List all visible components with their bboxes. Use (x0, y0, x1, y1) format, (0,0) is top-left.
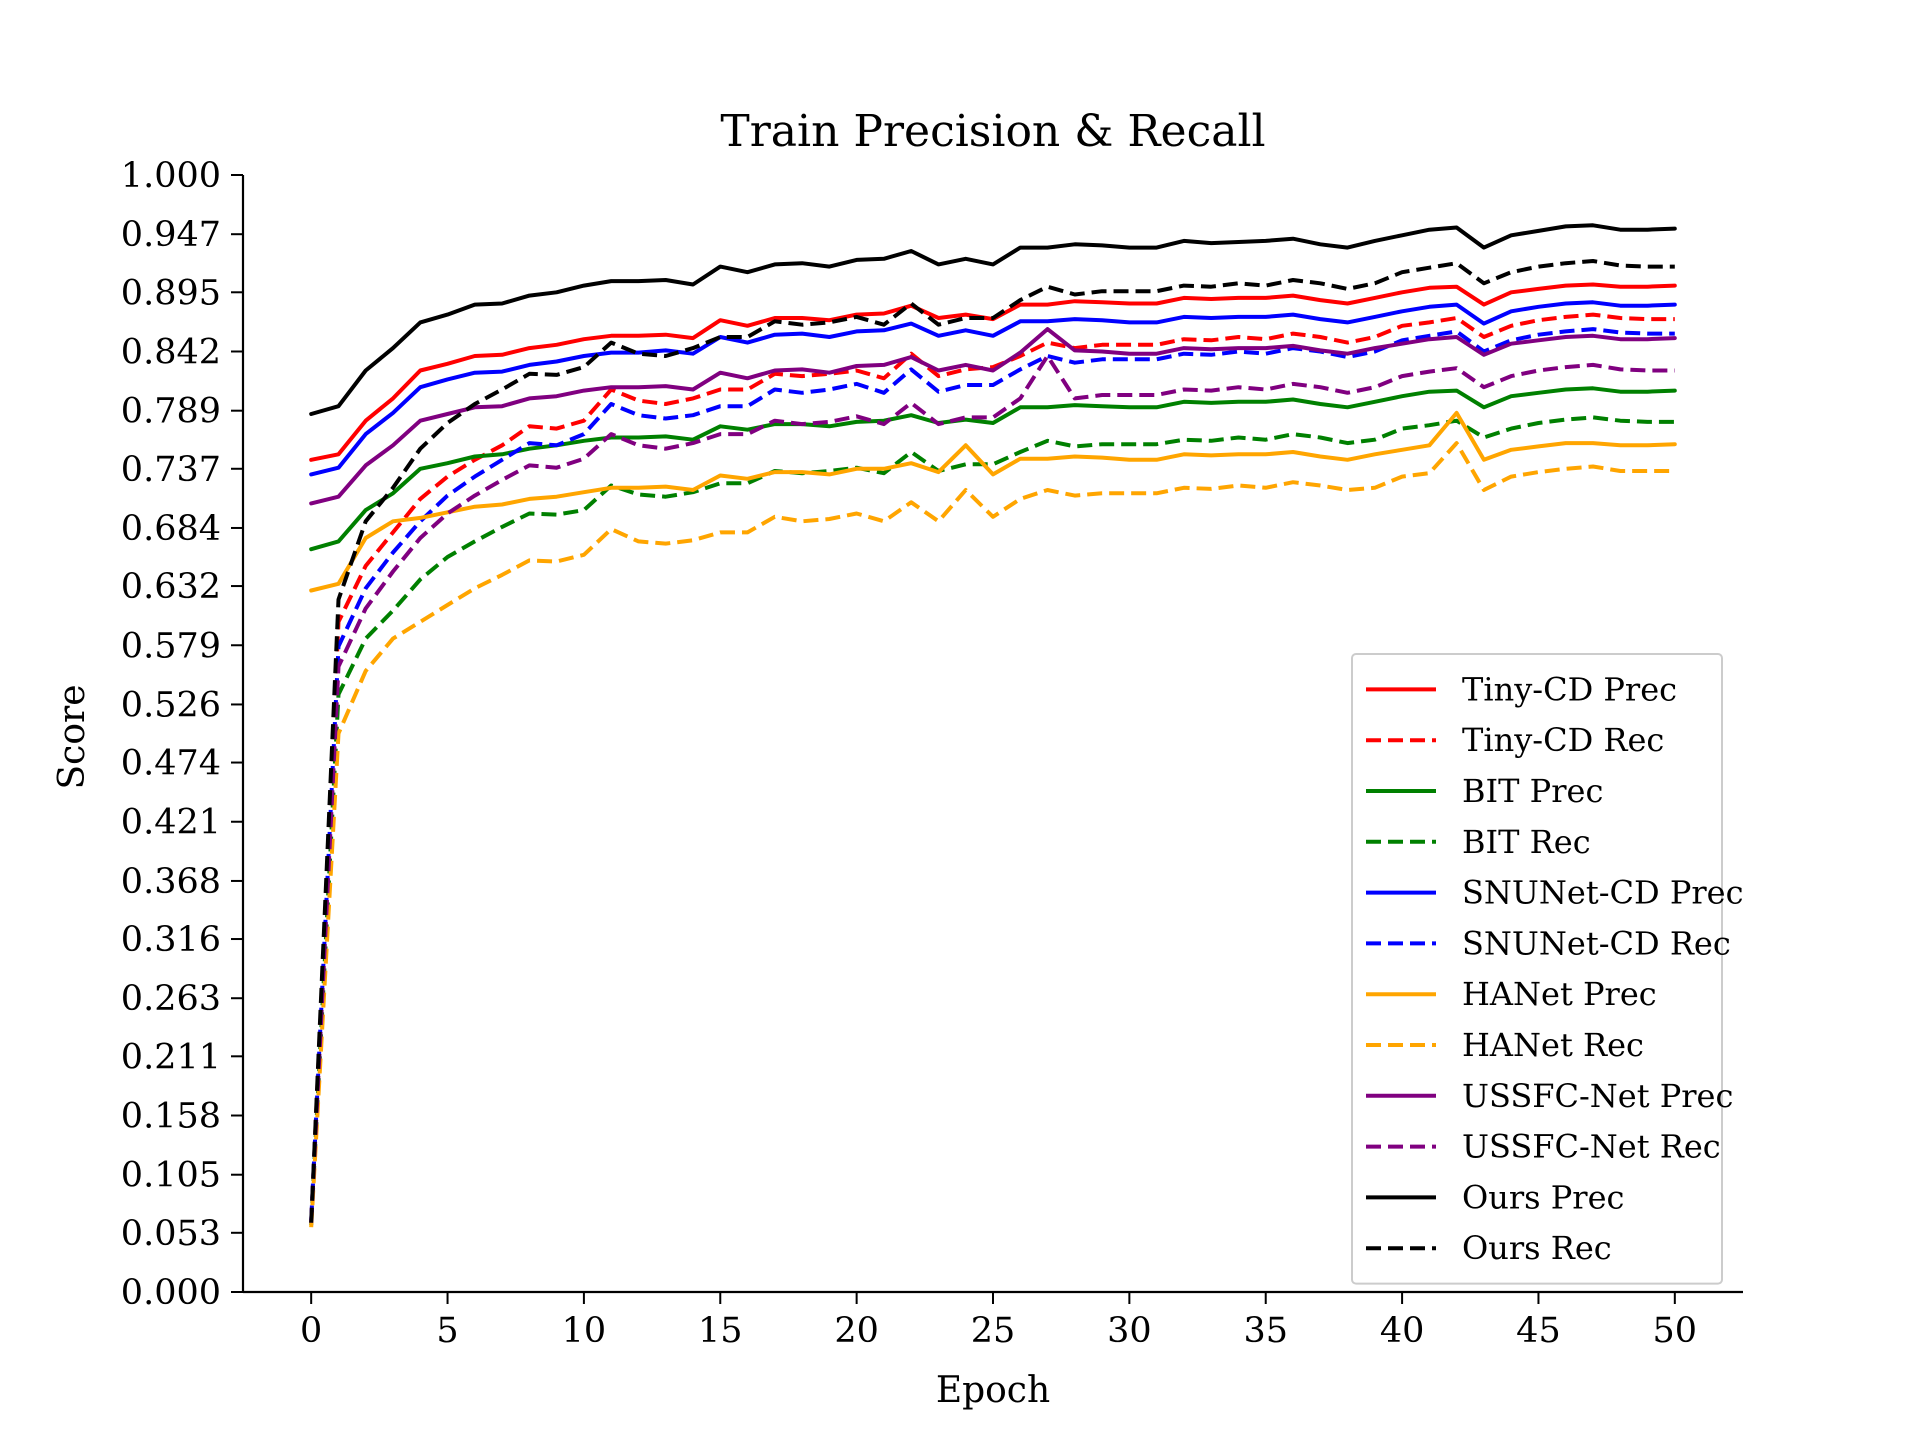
x-tick-label: 50 (1653, 1311, 1698, 1351)
y-tick-label: 0.474 (121, 744, 221, 784)
series-line-10 (309, 223, 1677, 416)
plot-lines (309, 223, 1677, 1228)
legend-label: SNUNet-CD Prec (1462, 874, 1744, 912)
y-tick-label: 0.579 (121, 626, 221, 666)
x-tick-label: 15 (698, 1311, 743, 1351)
y-tick-label: 0.789 (121, 392, 221, 432)
series-line-6 (309, 410, 1677, 593)
y-tick-label: 0.737 (121, 450, 221, 490)
legend: Tiny-CD Prec Tiny-CD Rec BIT Prec BIT Rec SN… (1351, 653, 1744, 1285)
y-tick-label: 0.000 (121, 1273, 221, 1313)
legend-label: Ours Rec (1462, 1229, 1612, 1267)
x-tick-label: 0 (300, 1311, 322, 1351)
series-line-7 (309, 441, 1675, 1228)
y-tick-label: 0.526 (121, 685, 221, 725)
series-line-8 (309, 327, 1677, 506)
legend-label: Ours Prec (1462, 1178, 1624, 1216)
y-axis-label: Score (52, 684, 93, 789)
series-line-2 (309, 386, 1677, 552)
y-tick-label: 0.895 (121, 273, 221, 313)
legend-label: HANet Prec (1462, 975, 1657, 1013)
y-tick-label: 0.316 (121, 920, 221, 960)
y-tick-label: 0.947 (121, 215, 221, 255)
legend-box (1351, 653, 1723, 1285)
x-tick-label: 40 (1380, 1311, 1425, 1351)
legend-label: BIT Prec (1462, 772, 1603, 810)
legend-label: Tiny-CD Rec (1462, 721, 1664, 759)
y-tick-label: 0.842 (121, 332, 221, 372)
x-tick-label: 25 (971, 1311, 1016, 1351)
x-tick-label: 20 (834, 1311, 879, 1351)
y-tick-label: 0.263 (121, 979, 221, 1019)
legend-label: BIT Rec (1462, 823, 1591, 861)
legend-label: Tiny-CD Prec (1462, 670, 1677, 708)
y-tick-label: 0.684 (121, 509, 221, 549)
y-tick-label: 0.421 (121, 803, 221, 843)
series-line-9 (309, 354, 1675, 1223)
legend-label: SNUNet-CD Rec (1462, 924, 1731, 962)
x-tick-label: 35 (1243, 1311, 1288, 1351)
chart-title: Train Precision & Recall (720, 106, 1265, 157)
legend-label: USSFC-Net Rec (1462, 1128, 1721, 1166)
legend-label: HANet Rec (1462, 1026, 1644, 1064)
y-tick-label: 0.053 (121, 1214, 221, 1254)
series-line-4 (309, 300, 1677, 477)
x-tick-label: 30 (1107, 1311, 1152, 1351)
x-tick-label: 10 (562, 1311, 607, 1351)
y-tick-label: 0.368 (121, 862, 221, 902)
x-axis-label: Epoch (936, 1370, 1050, 1411)
series-line-5 (309, 327, 1675, 1221)
axes: 0.000 0.053 0.105 0.158 0.211 0.263 0.316 0.368… (121, 156, 1743, 1351)
legend-label: USSFC-Net Prec (1462, 1077, 1733, 1115)
x-tick-label: 45 (1516, 1311, 1561, 1351)
y-tick-label: 1.000 (121, 156, 221, 196)
series-line-11 (309, 259, 1675, 1223)
y-tick-label: 0.105 (121, 1156, 221, 1196)
y-tick-label: 0.158 (121, 1097, 221, 1137)
y-tick-label: 0.211 (121, 1037, 221, 1077)
x-tick-label: 5 (436, 1311, 458, 1351)
y-tick-label: 0.632 (121, 567, 221, 607)
series-line-1 (309, 312, 1675, 1223)
